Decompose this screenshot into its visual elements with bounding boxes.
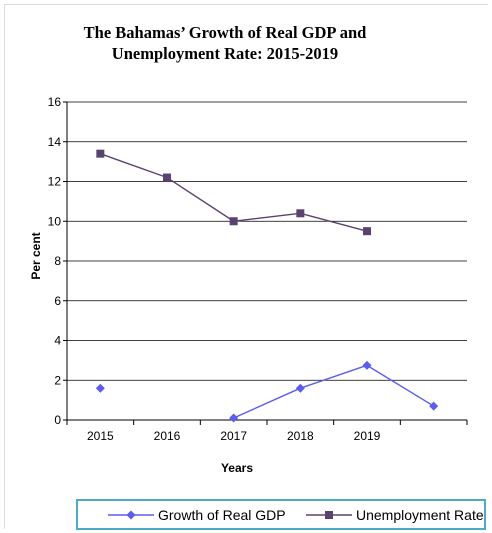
x-tick-label-2017: 2017 xyxy=(220,429,247,443)
series-0-segment-2 xyxy=(233,387,301,419)
series-group xyxy=(95,149,439,423)
legend-label-gdp: Growth of Real GDP xyxy=(158,507,286,523)
x-tick-label-2019: 2019 xyxy=(354,429,381,443)
y-axis-label: Per cent xyxy=(29,232,43,279)
series-0-segment-3 xyxy=(300,364,368,389)
y-tick-label-14: 14 xyxy=(48,135,62,149)
series-1-segment-1 xyxy=(166,176,235,222)
series-1-segment-3 xyxy=(300,212,368,232)
frame-left-border xyxy=(4,4,5,529)
legend-marker-1 xyxy=(325,511,333,519)
y-tick-label-6: 6 xyxy=(54,294,61,308)
series-0-point-4 xyxy=(362,360,372,370)
y-tick-label-12: 12 xyxy=(48,175,62,189)
y-tick-labels: 0 2 4 6 8 10 12 14 16 xyxy=(48,95,62,427)
series-0-point-2 xyxy=(229,413,239,423)
series-1-point-3 xyxy=(296,209,305,218)
frame-top-border xyxy=(4,4,488,5)
series-1-segment-2 xyxy=(233,212,301,222)
series-0-segment-4 xyxy=(366,364,435,407)
series-1-point-4 xyxy=(363,227,371,236)
gridlines xyxy=(67,101,467,381)
legend-swatch-unemployment xyxy=(306,511,352,519)
series-0 xyxy=(95,360,439,423)
x-tick-label-2018: 2018 xyxy=(287,429,314,443)
chart-title: The Bahamas’ Growth of Real GDP and Unem… xyxy=(40,22,410,64)
x-tick-labels: 2015 2016 2017 2018 2019 xyxy=(87,429,381,443)
y-tick-label-2: 2 xyxy=(54,373,61,387)
x-tick-label-2016: 2016 xyxy=(154,429,181,443)
legend-label-unemployment: Unemployment Rate xyxy=(356,507,484,523)
legend-swatch-gdp xyxy=(108,510,154,520)
series-0-point-0 xyxy=(95,383,105,393)
axes xyxy=(63,101,468,425)
series-1 xyxy=(96,149,371,236)
x-axis-label: Years xyxy=(221,461,253,475)
y-tick-label-4: 4 xyxy=(54,334,61,348)
chart-title-line-2: Unemployment Rate: 2015-2019 xyxy=(111,44,339,63)
series-1-segment-0 xyxy=(100,153,168,179)
series-1-point-2 xyxy=(229,217,238,226)
chart-title-line-1: The Bahamas’ Growth of Real GDP and xyxy=(83,23,367,42)
y-tick-label-8: 8 xyxy=(54,254,61,268)
series-0-point-3 xyxy=(295,383,305,393)
series-0-point-5 xyxy=(429,401,439,411)
y-tick-label-16: 16 xyxy=(48,95,62,109)
chart-frame xyxy=(4,4,488,529)
legend: Growth of Real GDP Unemployment Rate xyxy=(76,499,486,530)
y-tick-label-10: 10 xyxy=(48,214,62,228)
series-1-point-1 xyxy=(163,173,171,182)
x-tick-label-2015: 2015 xyxy=(87,429,114,443)
series-1-point-0 xyxy=(96,149,105,158)
y-tick-label-0: 0 xyxy=(54,413,61,427)
legend-marker-0 xyxy=(126,510,136,520)
